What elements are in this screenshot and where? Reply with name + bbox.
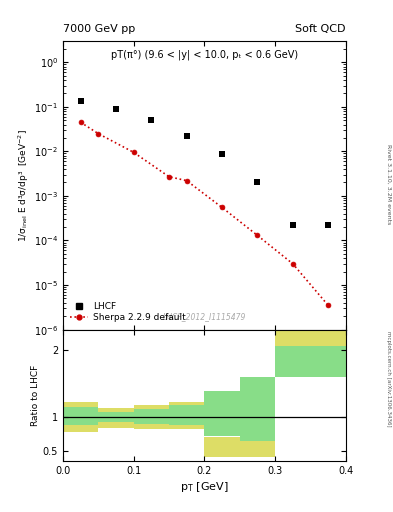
Point [290,221,296,229]
Text: mcplots.cern.ch [arXiv:1306.3436]: mcplots.cern.ch [arXiv:1306.3436] [386,331,391,426]
Bar [204,437,240,457]
Point [219,151,225,159]
Bar [98,412,134,422]
Point [113,105,119,113]
Text: Rivet 3.1.10, 3.2M events: Rivet 3.1.10, 3.2M events [386,144,391,224]
Point [325,221,331,229]
Bar [134,409,169,424]
Bar [63,401,98,432]
Bar [63,407,98,425]
X-axis label: p$_\mathrm{T}$ [GeV]: p$_\mathrm{T}$ [GeV] [180,480,229,494]
Y-axis label: Ratio to LHCF: Ratio to LHCF [31,365,40,426]
Text: 7000 GeV pp: 7000 GeV pp [63,24,135,34]
Bar [98,408,134,428]
Bar [134,405,169,429]
Point [77,97,84,105]
Bar [275,330,346,377]
Y-axis label: 1/σ$_\mathrm{inel}$ E d³σ/dp³  [GeV$^{-2}$]: 1/σ$_\mathrm{inel}$ E d³σ/dp³ [GeV$^{-2}… [17,129,31,242]
Bar [169,405,204,425]
Bar [240,437,275,457]
Bar [169,402,204,429]
Bar [204,392,240,436]
Text: LHCF_2012_I1115479: LHCF_2012_I1115479 [163,312,246,321]
Text: Soft QCD: Soft QCD [296,24,346,34]
Point [184,132,190,140]
Bar [275,347,346,377]
Text: pT(π°) (9.6 < |y| < 10.0, pₜ < 0.6 GeV): pT(π°) (9.6 < |y| < 10.0, pₜ < 0.6 GeV) [111,50,298,60]
Point [254,178,261,186]
Point [148,116,154,124]
Legend: LHCF, Sherpa 2.2.9 default: LHCF, Sherpa 2.2.9 default [67,299,188,325]
Bar [240,377,275,441]
